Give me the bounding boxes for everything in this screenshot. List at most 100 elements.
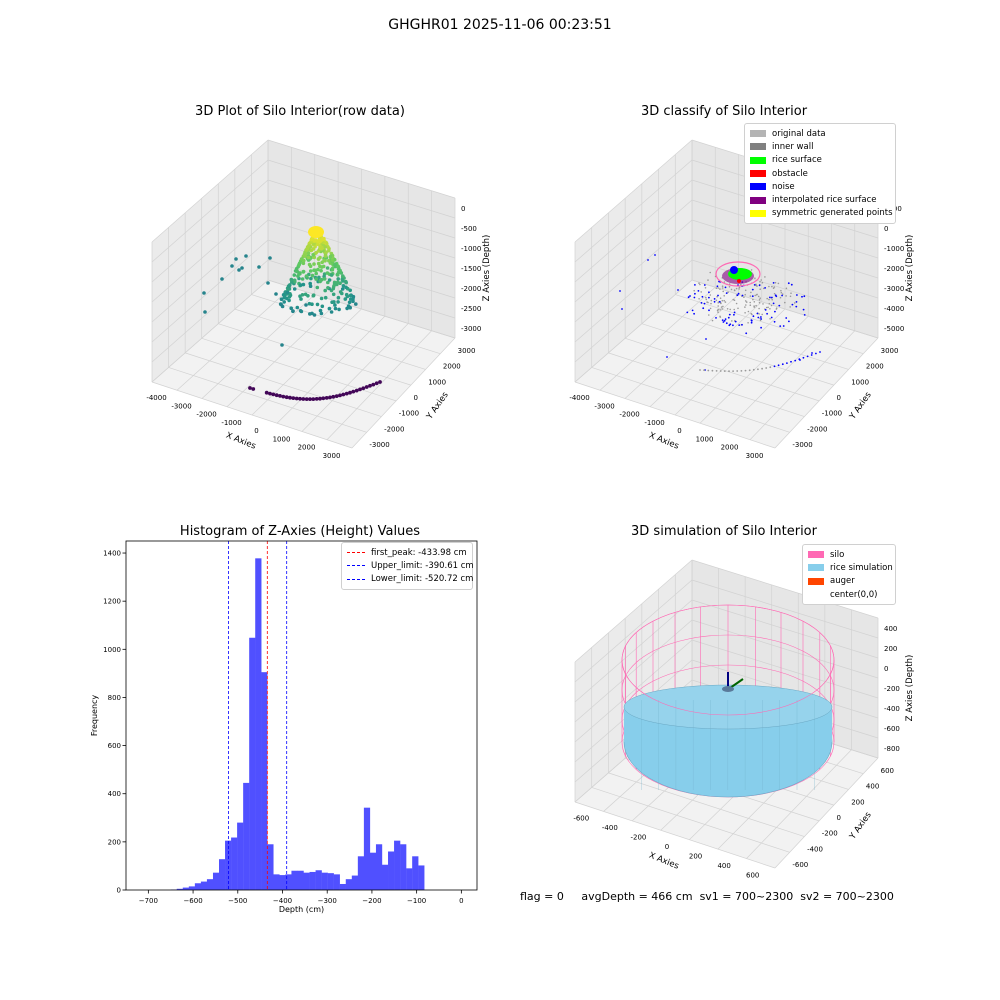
scatter-point	[299, 297, 303, 301]
scatter-point	[286, 287, 290, 292]
scatter-point	[318, 396, 322, 401]
scatter-point	[330, 300, 334, 305]
grid-line	[176, 286, 292, 391]
scatter-point	[304, 274, 309, 278]
scatter-point	[305, 245, 310, 249]
legend-label: original data	[772, 128, 826, 139]
scatter-point	[251, 387, 256, 391]
legend-entry: obstacle	[750, 167, 890, 180]
scatter-point	[321, 264, 326, 269]
scatter-point	[329, 288, 334, 293]
scatter-point	[341, 392, 346, 397]
scatter-point	[285, 290, 290, 295]
scatter-point	[274, 292, 278, 296]
scatter-point	[303, 292, 308, 297]
scatter-point	[202, 291, 206, 295]
sv2-text: sv2 = 700~2300	[800, 890, 894, 903]
scatter-point	[298, 283, 303, 287]
scatter-point	[307, 262, 312, 267]
x-tick-label: -2000	[196, 411, 216, 419]
grid-line	[267, 239, 456, 299]
status-line: flag = 0 avgDepth = 466 cm sv1 = 700~230…	[520, 890, 894, 903]
panel2-title: 3D classify of Silo Interior	[640, 104, 808, 119]
scatter-point	[237, 268, 241, 272]
histogram-legend: first_peak: -433.98 cm Upper_limit: -390.…	[341, 542, 474, 590]
scatter-point	[289, 278, 294, 282]
scatter-point	[326, 280, 330, 285]
y-tick-label: 3000	[458, 347, 476, 355]
scatter-point	[319, 239, 323, 243]
scatter-point	[343, 297, 348, 301]
grid-line	[276, 316, 386, 424]
scatter-point	[348, 390, 352, 395]
x-tick-label: 3000	[323, 452, 341, 460]
z-tick-label: -1500	[461, 265, 481, 273]
grid-line	[218, 323, 411, 386]
z-tick-label: -1000	[461, 245, 481, 253]
scatter-point	[330, 267, 335, 272]
scatter-point	[351, 389, 356, 394]
legend-entry: Upper_limit: -390.61 cm	[347, 559, 474, 572]
grid-line	[267, 159, 456, 219]
scatter-point	[336, 277, 341, 281]
scatter-point	[203, 310, 207, 314]
scatter-point	[320, 304, 325, 309]
scatter-point	[248, 386, 252, 390]
scatter-point	[341, 284, 346, 288]
scatter-point	[292, 273, 297, 277]
panel3-title: Histogram of Z-Axies (Height) Values	[179, 524, 421, 539]
scatter-point	[234, 257, 238, 261]
scatter-point	[311, 293, 316, 298]
x-tick-label: 2000	[298, 444, 316, 452]
legend-label: obstacle	[772, 168, 808, 179]
scatter-point	[378, 380, 382, 384]
scatter-point	[315, 239, 320, 244]
scatter-point	[329, 273, 334, 277]
legend-swatch	[750, 209, 766, 217]
scatter-point	[361, 386, 366, 391]
legend-label: noise	[772, 181, 795, 192]
scatter-point	[288, 395, 292, 400]
scatter-point	[313, 268, 318, 273]
scatter-point	[358, 387, 362, 392]
x-tick-label: 1000	[273, 435, 291, 443]
scatter-point	[328, 395, 332, 400]
y-tick-label: 2000	[443, 363, 461, 371]
scatter-point	[298, 272, 302, 276]
grid-line	[151, 279, 269, 383]
z-tick-label: -2000	[461, 285, 481, 293]
scatter-point	[312, 239, 317, 243]
legend-swatch	[347, 552, 365, 554]
scatter-point	[338, 393, 342, 398]
scatter-point	[279, 297, 284, 302]
scatter-point	[294, 396, 299, 401]
scatter-point	[341, 274, 345, 278]
scatter-point	[319, 277, 324, 282]
scatter-point	[345, 306, 349, 311]
grid-line	[151, 159, 269, 263]
grid-line	[151, 179, 269, 283]
legend-label: interpolated rice surface	[772, 195, 877, 206]
grid-line	[234, 308, 426, 370]
flag-text: flag = 0	[520, 890, 564, 903]
scatter-point	[308, 281, 313, 286]
scatter-point	[335, 280, 340, 285]
scatter-point	[333, 306, 338, 311]
legend-entry: symmetric generated points	[750, 207, 893, 220]
scatter-point	[374, 381, 379, 386]
scatter-point	[319, 269, 323, 273]
scatter-point	[333, 303, 337, 307]
legend-label: silo	[830, 549, 845, 560]
scatter-point	[344, 285, 348, 290]
scatter-point	[344, 280, 349, 285]
legend-entry: noise	[750, 180, 890, 193]
scatter-point	[287, 284, 291, 289]
scatter-point	[348, 305, 353, 310]
legend-swatch	[347, 565, 365, 567]
scatter-point	[274, 393, 279, 398]
scatter-point	[340, 277, 345, 282]
grid-line	[151, 381, 353, 449]
scatter-point	[323, 295, 328, 300]
legend-entry: original data	[750, 127, 890, 140]
